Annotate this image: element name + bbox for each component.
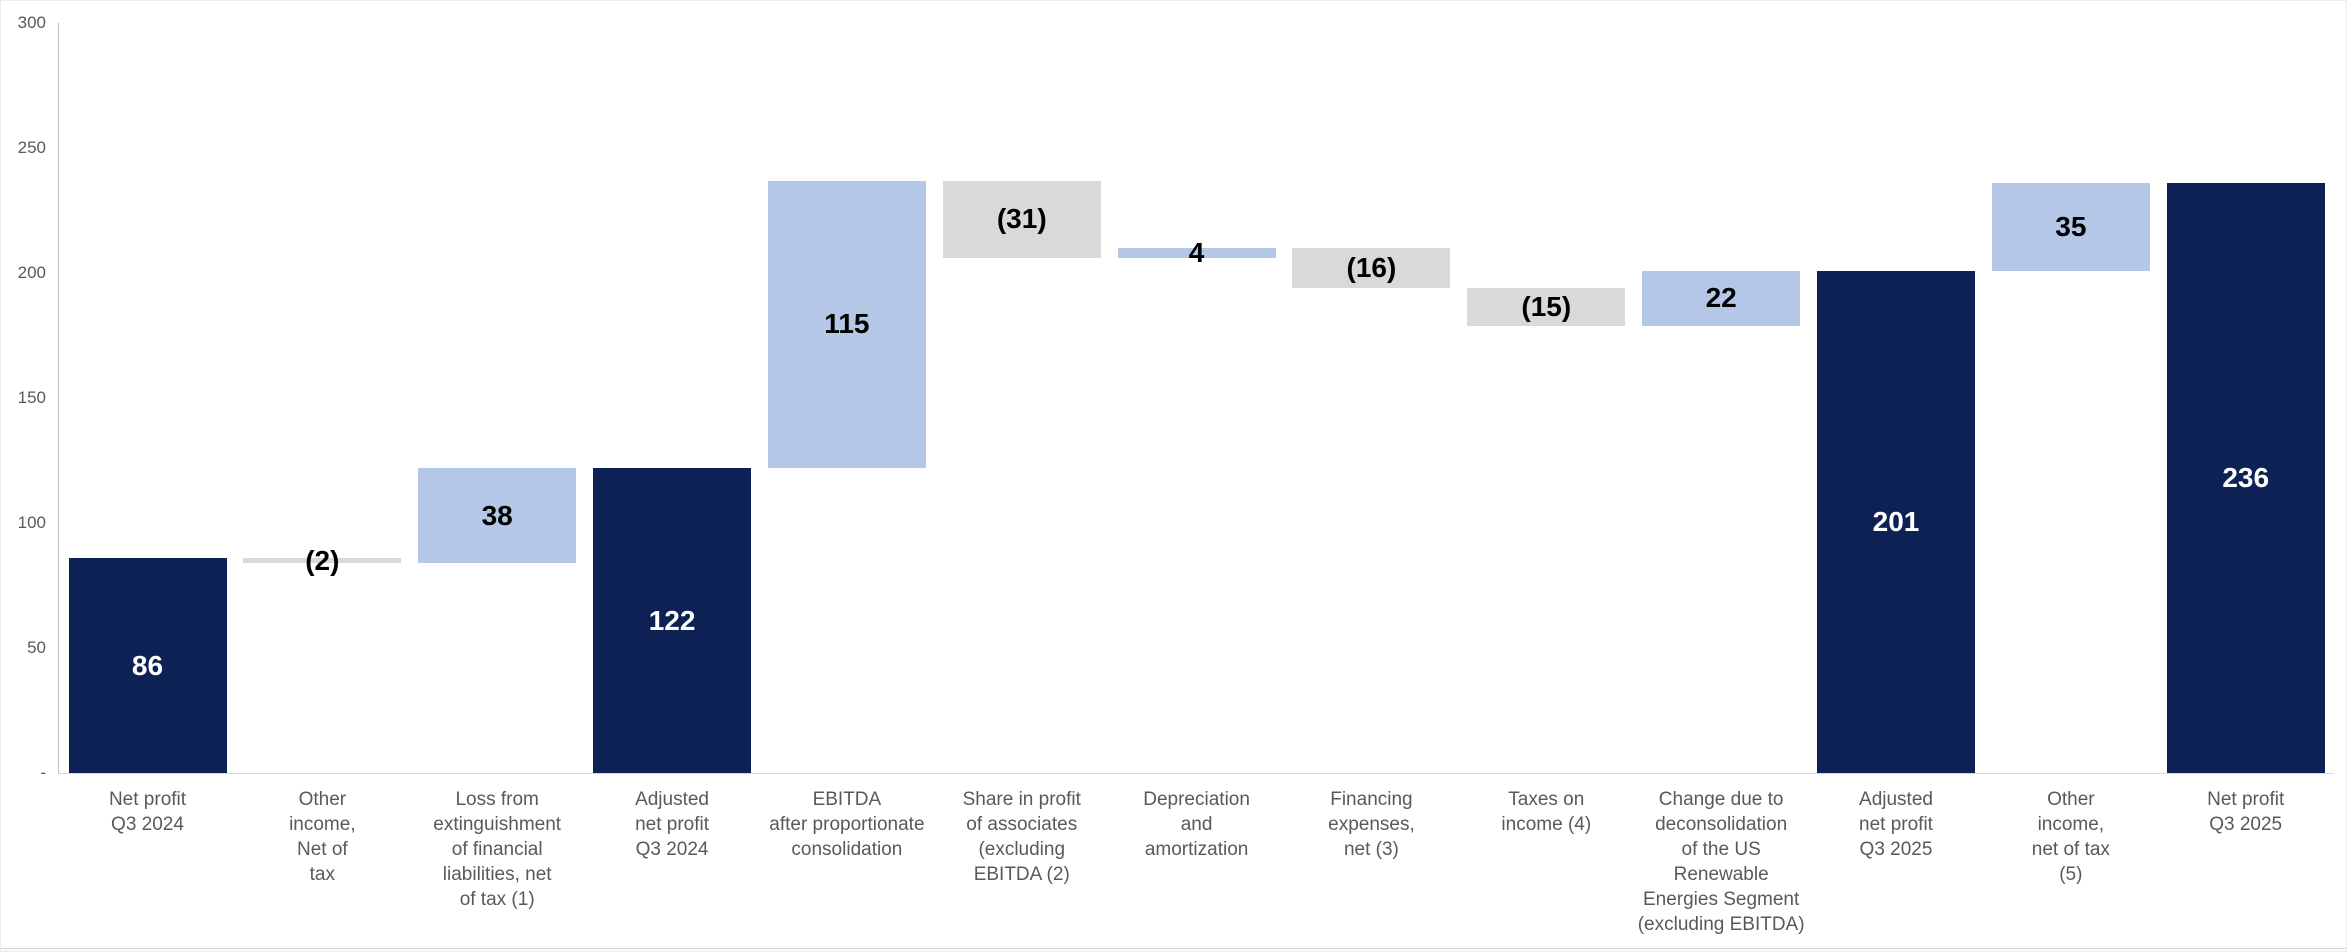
waterfall-bar-2: (2) (243, 545, 402, 575)
bar-value-label: (31) (996, 203, 1047, 235)
bar-value-label: (15) (1521, 290, 1572, 322)
waterfall-bar-9: (15) (1467, 288, 1626, 326)
waterfall-bar-1: 86 (68, 558, 227, 773)
bar-value-label: (16) (1346, 252, 1397, 283)
y-axis-tick-label: 150 (17, 388, 46, 407)
category-label: Depreciation and amortization (1143, 789, 1250, 860)
category-label: Adjusted net profit Q3 2024 (635, 789, 710, 860)
bar-value-label: 86 (131, 649, 164, 681)
category-label: Financing expenses, net (3) (1328, 789, 1415, 860)
waterfall-bar-5: 115 (767, 180, 926, 468)
y-axis-tick-label: 200 (17, 263, 46, 282)
bar-value-label: 38 (481, 499, 513, 531)
y-axis-tick-label: - (40, 763, 46, 782)
category-label: Change due to deconsolidation of the US … (1637, 789, 1805, 935)
waterfall-bar-7: 4 (1117, 238, 1276, 268)
category-label: Share in profit of associates (excluding… (962, 789, 1081, 885)
waterfall-bar-3: 38 (418, 468, 577, 563)
bar-value-label: (2) (305, 544, 340, 576)
bar-value-label: 122 (648, 604, 696, 636)
bar-value-label: 201 (1872, 505, 1920, 537)
y-axis-tick-label: 250 (17, 138, 46, 157)
category-label: Net profit Q3 2025 (2207, 789, 2285, 835)
bar-value-label: 22 (1705, 282, 1737, 313)
y-axis-tick-label: 100 (17, 513, 46, 532)
waterfall-bar-11: 201 (1817, 270, 1975, 773)
category-label: Adjusted net profit Q3 2025 (1859, 789, 1933, 860)
category-label: EBITDA after proportionate consolidation (769, 789, 925, 860)
y-axis-line (58, 23, 59, 773)
category-label: Other income, net of tax (5) (2031, 789, 2110, 885)
category-label: Net profit Q3 2024 (108, 789, 187, 835)
bar-value-label: 35 (2055, 210, 2087, 242)
waterfall-bar-10: 22 (1642, 270, 1801, 326)
bar-value-label: 236 (2222, 462, 2270, 493)
waterfall-bar-6: (31) (942, 180, 1101, 258)
y-axis-tick-label: 50 (27, 638, 46, 657)
waterfall-bar-4: 122 (593, 468, 752, 773)
chart-bottom-edge (1, 949, 2346, 951)
waterfall-bar-12: 35 (1991, 183, 2150, 271)
waterfall-bar-8: (16) (1292, 248, 1451, 288)
category-label: Other income, Net of tax (289, 789, 356, 885)
chart-bottom-border (1, 948, 2346, 949)
bar-value-label: 115 (824, 308, 870, 340)
category-label: Loss from extinguishment of financial li… (433, 789, 562, 910)
y-axis-tick-label: 300 (17, 13, 46, 32)
x-axis-line (58, 773, 2334, 774)
waterfall-bar-13: 236 (2166, 183, 2325, 773)
bar-value-label: 4 (1188, 237, 1205, 268)
category-label: Taxes on income (4) (1501, 789, 1592, 835)
